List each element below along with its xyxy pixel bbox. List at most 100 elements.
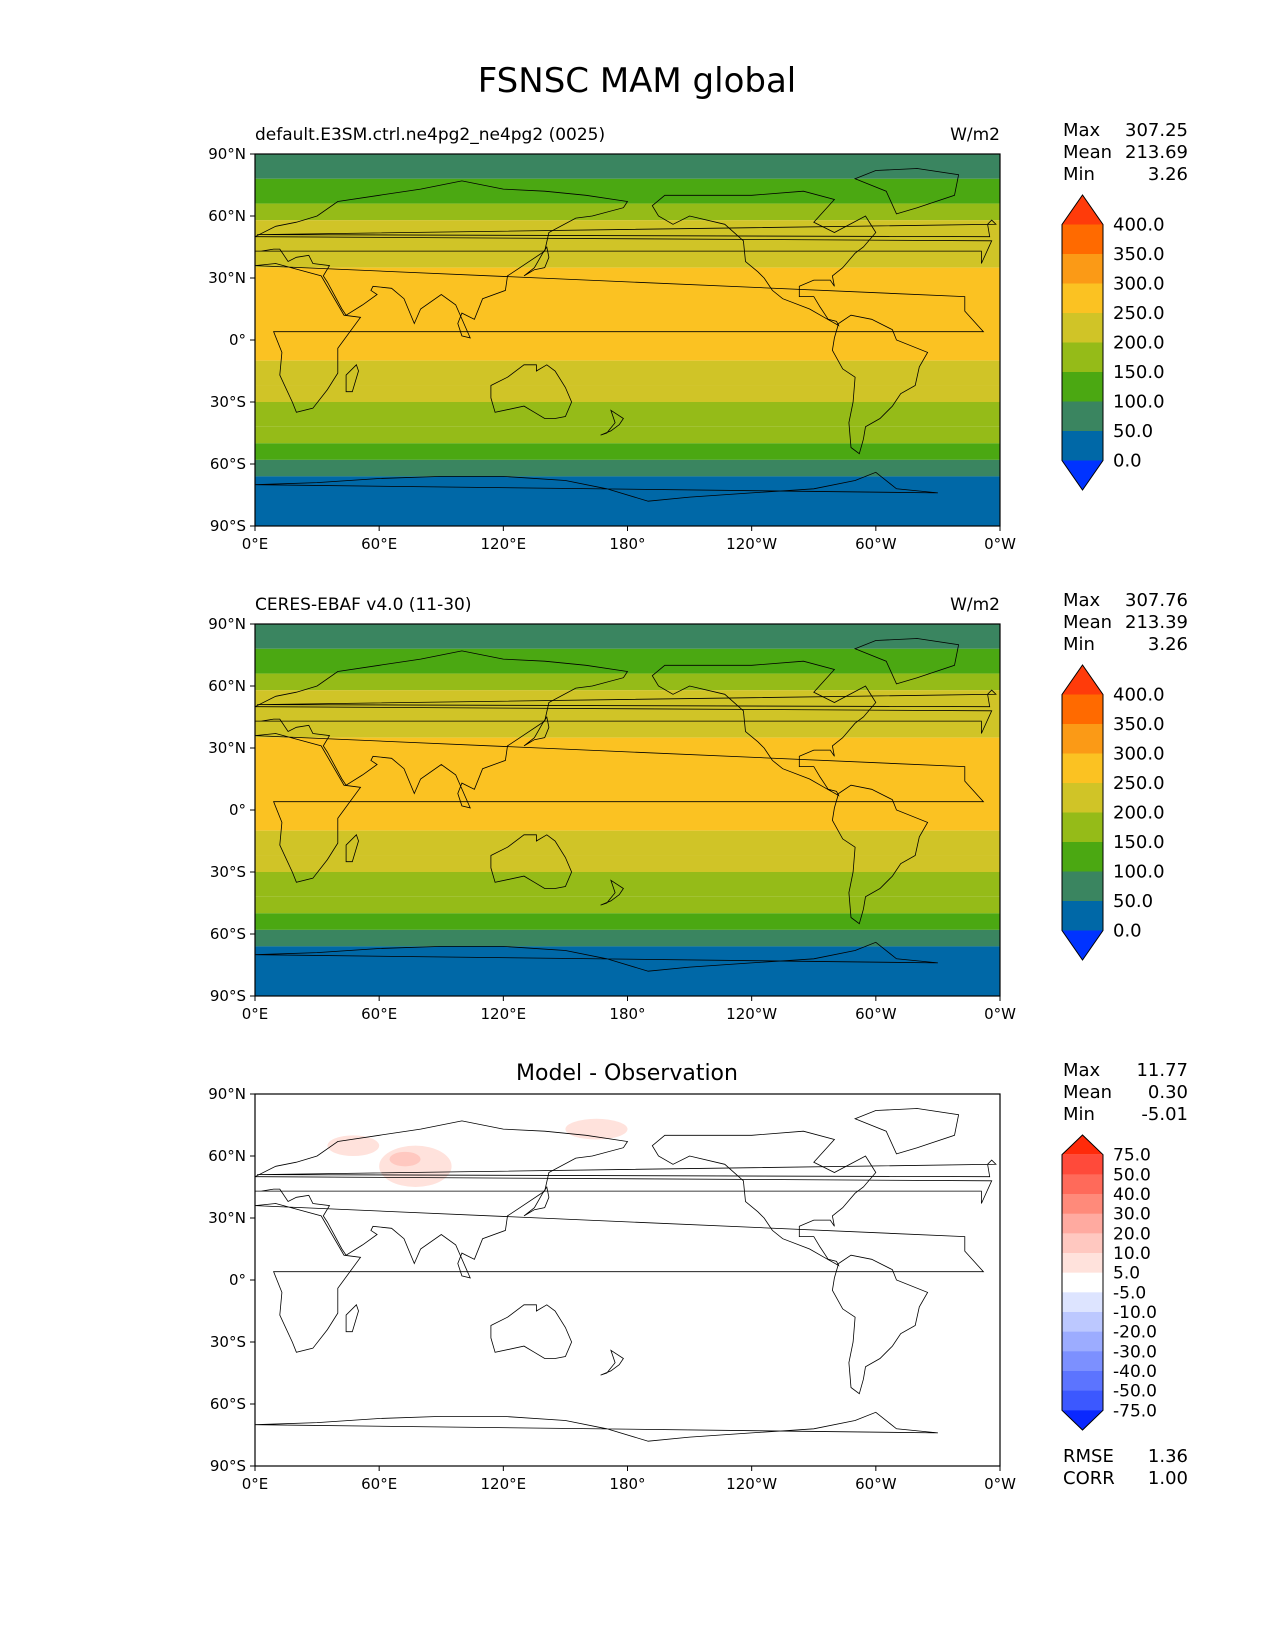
colorbar-tick-label: -40.0	[1113, 1362, 1157, 1382]
colorbar-segment	[1062, 1213, 1103, 1234]
coastline	[651, 190, 877, 327]
colorbar-tick-label: 50.0	[1113, 1165, 1151, 1185]
coastline	[254, 941, 938, 972]
x-tick-label: 180°	[609, 1005, 645, 1023]
stat-label-mean: Mean	[1063, 142, 1112, 163]
stat-label-min: Min	[1063, 1104, 1095, 1125]
colorbar-tick-label: -75.0	[1113, 1401, 1157, 1421]
stat-label-max: Max	[1063, 120, 1101, 141]
coastline	[523, 245, 550, 277]
x-tick-label: 60°E	[361, 1005, 397, 1023]
coastline	[254, 733, 985, 883]
stat-label-rmse: RMSE	[1063, 1446, 1114, 1467]
colorbar-segment	[1062, 901, 1103, 931]
colorbar-extend-bottom	[1062, 930, 1103, 960]
y-tick-label: 0°	[229, 1271, 246, 1289]
x-tick-label: 0°W	[984, 1475, 1016, 1493]
contour-band	[255, 690, 1000, 738]
axis-ticks-ref: 0°E 60°E 120°E 180° 120°W 60°W 0°W 90°N 60°N 30°N…	[208, 615, 1016, 1023]
colorbar-extend-bottom	[1062, 1410, 1103, 1430]
colorbar-segment	[1062, 1331, 1103, 1352]
contour-band	[255, 267, 1000, 361]
panel-ref: CERES-EBAF v4.0 (11-30) W/m2 0°E 60°E 120°…	[208, 590, 1188, 1023]
x-tick-label: 60°W	[855, 1005, 897, 1023]
stat-value-max: 307.76	[1125, 590, 1188, 611]
y-tick-label: 90°S	[210, 517, 246, 535]
y-tick-label: 0°	[229, 331, 246, 349]
colorbar-segment	[1062, 842, 1103, 872]
colorbar-tick-label: -30.0	[1113, 1342, 1157, 1362]
coastline	[651, 1130, 877, 1267]
panel-ref-title-right: W/m2	[950, 595, 1000, 615]
stat-value-mean: 213.39	[1125, 612, 1188, 633]
colorbar-tick-label: 250.0	[1113, 303, 1165, 324]
anomaly-region	[389, 1151, 421, 1167]
coastline	[600, 1349, 624, 1376]
x-tick-label: 0°E	[242, 1005, 269, 1023]
coastline	[854, 168, 960, 215]
x-tick-label: 120°E	[481, 1005, 527, 1023]
y-tick-label: 90°N	[208, 145, 246, 163]
coastline	[600, 409, 624, 436]
stat-label-min: Min	[1063, 634, 1095, 655]
panel-ref-title-left: CERES-EBAF v4.0 (11-30)	[255, 595, 471, 615]
colorbar-outline	[1061, 664, 1104, 961]
x-tick-label: 180°	[609, 535, 645, 553]
coastline	[254, 471, 938, 502]
colorbar-extend-top	[1062, 195, 1103, 225]
stat-label-mean: Mean	[1063, 1082, 1112, 1103]
contour-band	[255, 476, 1000, 526]
stat-label-mean: Mean	[1063, 612, 1112, 633]
colorbar-tick-label: 20.0	[1113, 1224, 1151, 1244]
colorbar-segment	[1062, 871, 1103, 902]
contour-band	[255, 220, 1000, 268]
x-tick-label: 120°E	[481, 1475, 527, 1493]
x-tick-label: 120°E	[481, 535, 527, 553]
x-tick-label: 60°E	[361, 1475, 397, 1493]
colorbar-tick-label: -50.0	[1113, 1382, 1157, 1402]
y-tick-label: 0°	[229, 801, 246, 819]
coastline	[831, 784, 929, 925]
stat-value-max: 307.25	[1125, 120, 1188, 141]
colorbar-tick-label: 75.0	[1113, 1146, 1151, 1166]
colorbar-segment	[1062, 753, 1103, 784]
y-tick-label: 60°S	[210, 455, 246, 473]
x-tick-label: 0°E	[242, 535, 269, 553]
coastline	[257, 1159, 997, 1178]
coastline	[831, 1254, 929, 1395]
panel-diff-title-center: Model - Observation	[516, 1061, 738, 1086]
y-tick-label: 60°S	[210, 925, 246, 943]
colorbar-segment	[1062, 694, 1103, 725]
contour-band	[255, 459, 1000, 477]
colorbar-segment	[1062, 1390, 1103, 1411]
colorbar-segment	[1062, 1233, 1103, 1254]
contour-band	[255, 872, 1000, 897]
y-tick-label: 30°N	[208, 739, 246, 757]
panel-test-title-left: default.E3SM.ctrl.ne4pg2_ne4pg2 (0025)	[255, 125, 605, 145]
colorbar-tick-label: -20.0	[1113, 1323, 1157, 1343]
colorbar-tick-label: 40.0	[1113, 1185, 1151, 1205]
colorbar-segment	[1062, 783, 1103, 813]
x-tick-label: 180°	[609, 1475, 645, 1493]
colorbar-segment	[1062, 1292, 1103, 1313]
coastline	[600, 879, 624, 906]
stat-value-min: 3.26	[1148, 164, 1188, 185]
coastline	[254, 1120, 993, 1279]
contour-band	[255, 624, 1000, 649]
stat-value-max: 11.77	[1136, 1060, 1188, 1081]
anomaly-region	[327, 1135, 380, 1156]
axis-ticks-diff: 0°E 60°E 120°E 180° 120°W 60°W 0°W 90°N 60°N 30°N…	[208, 1085, 1016, 1493]
contour-band	[255, 178, 1000, 204]
colorbar-segment	[1062, 283, 1103, 314]
colorbar-segment	[1062, 401, 1103, 432]
x-tick-label: 60°E	[361, 535, 397, 553]
map-background	[255, 1094, 1000, 1466]
x-tick-label: 60°W	[855, 1475, 897, 1493]
y-tick-label: 60°N	[208, 1147, 246, 1165]
colorbar-test: 400.0 350.0 300.0 250.0 200.0 150.0 100.0 50.0 0…	[1061, 194, 1165, 491]
colorbar-segment	[1062, 372, 1103, 402]
stat-label-corr: CORR	[1063, 1468, 1115, 1489]
stat-value-corr: 1.00	[1148, 1468, 1188, 1489]
y-tick-label: 90°S	[210, 987, 246, 1005]
